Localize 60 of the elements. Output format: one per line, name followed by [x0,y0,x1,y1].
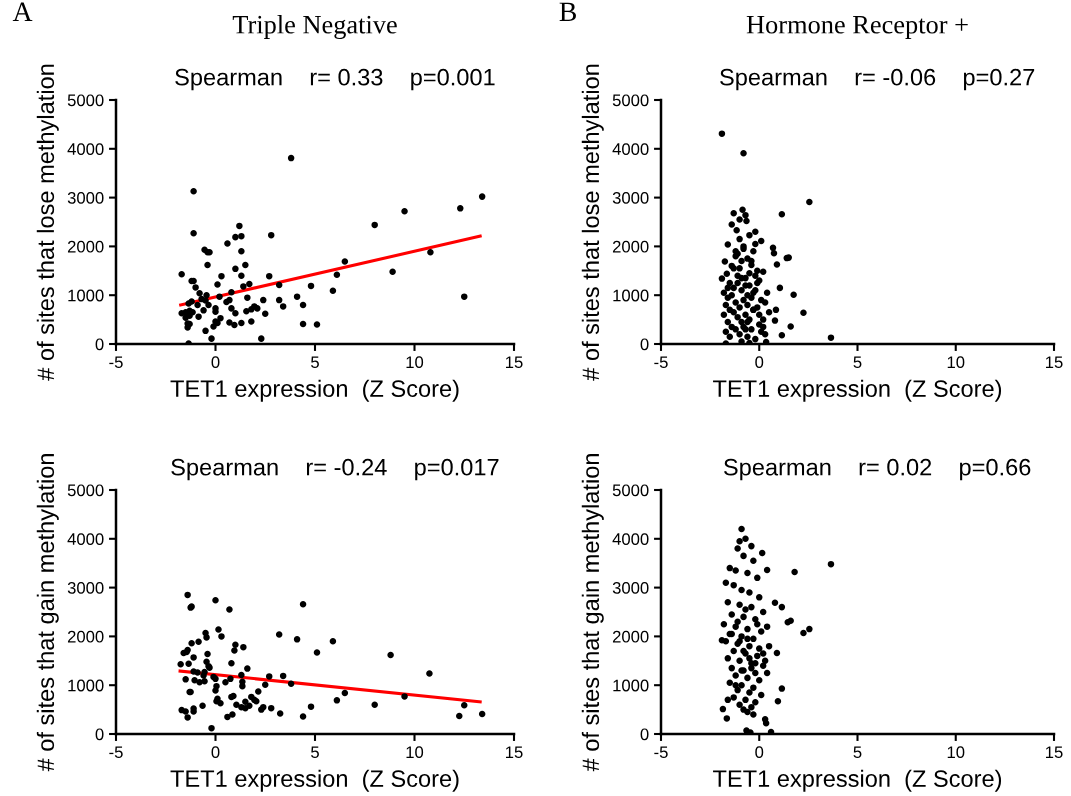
x-tick-label: 5 [853,356,862,369]
y-tick-label: 2000 [612,240,649,253]
y-tick-label: 1000 [68,679,104,692]
y-tick-label: 1000 [613,289,649,302]
y-axis-title: # of sites that lose methylation [36,64,59,381]
y-tick-label: 4000 [67,143,104,155]
text: A [12,2,33,21]
y-tick-label: 4000 [612,533,649,545]
y-tick-label: 0 [95,728,104,741]
x-tick-label: 5 [853,746,862,759]
x-tick-label: -5 [109,746,123,759]
x-axis-title: TET1 expression (Z Score) [713,379,1002,402]
y-tick-label: 0 [95,338,104,351]
x-tick-label: -5 [654,356,668,369]
x-axis-title: TET1 expression (Z Score) [170,769,459,792]
y-tick-label: 4000 [612,143,649,155]
x-tick-label: 5 [311,746,319,759]
y-tick-label: 5000 [612,94,649,107]
y-tick-label: 2000 [67,240,104,253]
y-tick-label: 3000 [67,192,104,204]
y-tick-label: 5000 [67,94,104,107]
text: Spearman r= 0.33 p=0.001 [175,68,495,91]
y-tick-label: 0 [640,728,649,741]
x-tick-label: 10 [406,746,424,759]
y-tick-label: 4000 [67,533,104,545]
y-tick-label: 5000 [612,484,649,497]
text: Spearman r= -0.06 p=0.27 [720,68,1035,91]
y-tick-label: 1000 [68,289,104,302]
x-tick-label: 15 [506,356,523,369]
y-tick-label: 1000 [613,679,649,692]
x-tick-label: 0 [755,746,764,759]
y-tick-label: 0 [640,338,649,351]
x-tick-label: 15 [1046,356,1063,369]
x-tick-label: -5 [109,356,123,369]
x-tick-label: 0 [755,356,764,369]
y-axis-title: # of sites that gain methylation [581,454,604,772]
y-axis-title: # of sites that lose methylation [581,64,604,381]
x-tick-label: -5 [654,746,668,759]
chart-title: Triple Negative [232,15,397,40]
x-tick-label: 15 [506,746,523,759]
text: Spearman r= 0.02 p=0.66 [724,458,1031,481]
x-axis-title: TET1 expression (Z Score) [713,769,1002,792]
x-tick-label: 10 [947,356,965,369]
chart-title: Hormone Receptor + [746,16,968,39]
y-tick-label: 2000 [67,630,104,643]
y-tick-label: 3000 [612,192,649,204]
text: B [559,2,576,21]
y-tick-label: 3000 [612,582,649,594]
y-tick-label: 2000 [612,630,649,643]
y-tick-label: 3000 [67,582,104,594]
x-tick-label: 15 [1046,746,1063,759]
x-tick-label: 0 [211,356,220,369]
x-axis-title: TET1 expression (Z Score) [170,379,459,402]
x-tick-label: 10 [947,746,965,759]
y-axis-title: # of sites that gain methylation [36,454,59,772]
x-tick-label: 10 [406,356,424,369]
y-tick-label: 5000 [67,484,104,497]
x-tick-label: 0 [211,746,220,759]
text: Spearman r= -0.24 p=0.017 [171,458,499,481]
x-tick-label: 5 [311,356,319,369]
